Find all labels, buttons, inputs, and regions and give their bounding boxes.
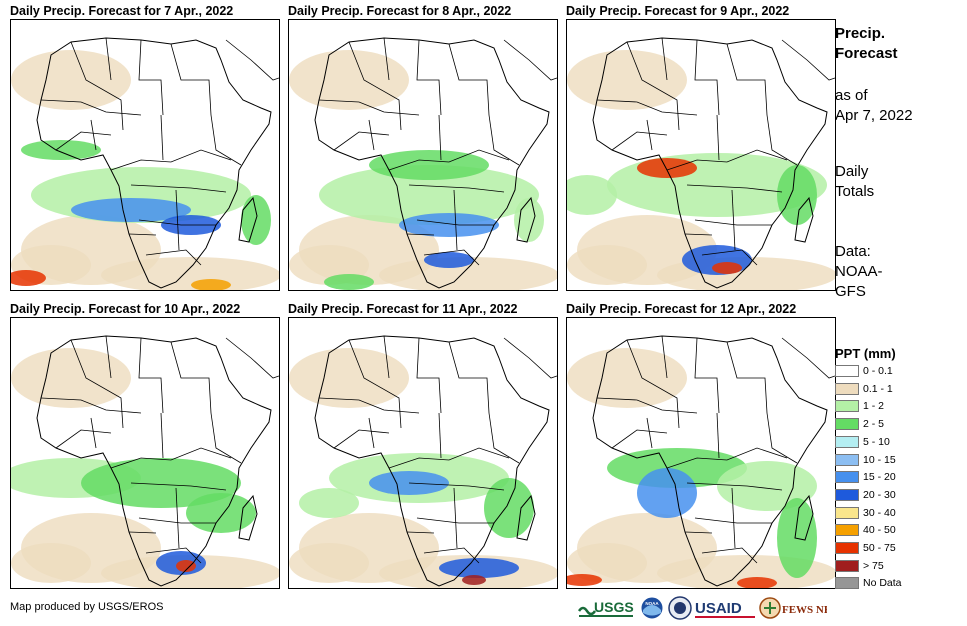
panel-title: Daily Precip. Forecast for 7 Apr., 2022	[10, 4, 234, 18]
sidebar-asof: as of Apr 7, 2022	[835, 86, 913, 126]
panel-title: Daily Precip. Forecast for 10 Apr., 2022	[10, 302, 241, 316]
data-line2: NOAA-	[835, 263, 883, 280]
panel-title: Daily Precip. Forecast for 8 Apr., 2022	[288, 4, 512, 18]
forecast-panel-1: Daily Precip. Forecast for 7 Apr., 2022	[10, 4, 280, 291]
forecast-panel-6: Daily Precip. Forecast for 12 Apr., 2022	[566, 302, 836, 589]
sidebar-title-line2: Forecast	[835, 45, 898, 62]
africa-map-graphic	[11, 37, 279, 290]
africa-map-graphic	[11, 335, 279, 588]
africa-map-graphic	[289, 335, 557, 588]
usgs-logo: USGS	[577, 595, 635, 621]
africa-map-graphic	[289, 37, 557, 290]
legend-swatch	[835, 471, 859, 484]
legend-label: 50 - 75	[863, 542, 896, 554]
legend-label: 40 - 50	[863, 524, 896, 537]
sidebar-data-source: Data: NOAA- GFS	[835, 242, 883, 302]
legend-swatch	[835, 542, 859, 554]
sidebar-title: Precip. Forecast	[835, 24, 898, 64]
africa-map-graphic	[567, 335, 835, 588]
partner-logos: USGS NOAA USAID FEWS NET	[577, 595, 839, 623]
map-credit: Map produced by USGS/EROS	[10, 601, 164, 613]
forecast-panel-3: Daily Precip. Forecast for 9 Apr., 2022	[566, 4, 836, 291]
panel-title: Daily Precip. Forecast for 9 Apr., 2022	[566, 4, 790, 18]
legend-swatch	[835, 524, 859, 537]
precip-map	[10, 19, 280, 291]
legend-label: 30 - 40	[863, 506, 896, 519]
data-line1: Data:	[835, 243, 871, 260]
fews-net-logo: FEWS NET	[759, 595, 839, 621]
legend-swatch	[835, 435, 859, 448]
totals-line2: Totals	[835, 183, 875, 200]
legend-label: 0.1 - 1	[863, 382, 893, 395]
legend-label: 2 - 5	[863, 418, 885, 431]
dos-seal-logo	[667, 595, 693, 621]
forecast-panel-2: Daily Precip. Forecast for 8 Apr., 2022	[288, 4, 558, 291]
legend-swatch	[835, 453, 859, 466]
legend-title: PPT (mm)	[835, 346, 896, 361]
asof-line2: Apr 7, 2022	[835, 107, 913, 124]
precip-map	[10, 317, 280, 589]
svg-text:USGS: USGS	[594, 599, 634, 615]
legend-swatch	[835, 365, 859, 377]
legend-label: > 75	[863, 559, 884, 572]
legend-label: 5 - 10	[863, 435, 890, 448]
panel-title: Daily Precip. Forecast for 11 Apr., 2022	[288, 302, 518, 316]
precip-map	[288, 19, 558, 291]
legend-label: 1 - 2	[863, 400, 885, 413]
precip-map	[566, 19, 836, 291]
legend-swatch	[835, 400, 859, 413]
panel-title: Daily Precip. Forecast for 12 Apr., 2022	[566, 302, 797, 316]
asof-line1: as of	[835, 87, 868, 104]
legend-swatch	[835, 559, 859, 572]
legend-swatch	[835, 488, 859, 501]
sidebar-title-line1: Precip.	[835, 25, 886, 42]
legend-swatch	[835, 418, 859, 431]
svg-text:NOAA: NOAA	[645, 601, 659, 606]
precip-map	[566, 317, 836, 589]
forecast-panel-5: Daily Precip. Forecast for 11 Apr., 2022	[288, 302, 558, 589]
noaa-logo: NOAA	[639, 595, 665, 621]
usaid-logo: USAID	[695, 595, 757, 621]
svg-text:USAID: USAID	[695, 600, 742, 617]
legend-label: No Data	[863, 577, 902, 590]
africa-map-graphic	[567, 37, 835, 290]
legend-label: 20 - 30	[863, 488, 896, 501]
forecast-panel-4: Daily Precip. Forecast for 10 Apr., 2022	[10, 302, 280, 589]
data-line3: GFS	[835, 283, 866, 300]
legend-label: 15 - 20	[863, 471, 896, 484]
legend-swatch	[835, 506, 859, 519]
legend-swatch	[835, 382, 859, 395]
legend-label: 10 - 15	[863, 453, 896, 466]
precip-map	[288, 317, 558, 589]
legend-swatch	[835, 577, 859, 590]
totals-line1: Daily	[835, 163, 869, 180]
sidebar-totals: Daily Totals	[835, 162, 874, 202]
legend-label: 0 - 0.1	[863, 365, 893, 377]
svg-text:FEWS NET: FEWS NET	[782, 604, 827, 616]
